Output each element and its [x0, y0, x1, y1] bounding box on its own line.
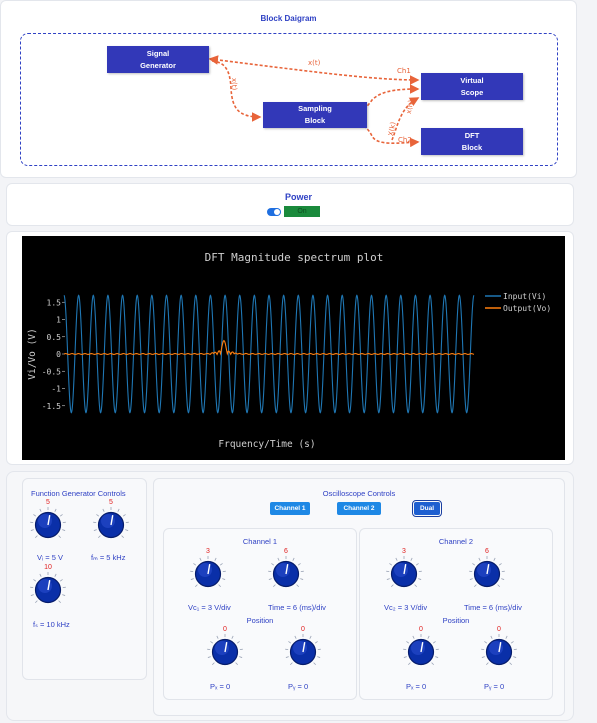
- signal-generator-block[interactable]: Signal Generator: [107, 46, 209, 73]
- series-output-line: [63, 339, 475, 356]
- knob-value: 6: [284, 548, 288, 555]
- knob-dial: [30, 572, 66, 604]
- arrow-sampling-scope: [329, 84, 420, 117]
- ch1-py-knob[interactable]: 0: [283, 626, 323, 670]
- channel2-panel: [359, 528, 553, 700]
- ch1-volt-label: Vc₁ = 3 V/div: [188, 603, 231, 612]
- block-diagram-frame: [20, 33, 558, 166]
- arrow-siggen-scope: [208, 55, 420, 85]
- power-state-badge: On: [284, 206, 320, 217]
- ch1-position-title: Position: [246, 616, 274, 625]
- knob-value: 10: [44, 564, 52, 571]
- knob-dial: [93, 507, 129, 539]
- channel1-title: Channel 1: [242, 537, 278, 546]
- spectrum-plot[interactable]: DFT Magnitude spectrum plot Frquency/Tim…: [22, 236, 565, 460]
- legend-input: Input(Vi): [503, 292, 546, 301]
- channel2-button[interactable]: Channel 2: [337, 502, 381, 515]
- channel2-title: Channel 2: [438, 537, 474, 546]
- vi-knob[interactable]: 5: [28, 499, 68, 543]
- y-tick-label: 0: [56, 350, 61, 359]
- virtual-scope-block[interactable]: Virtual Scope: [421, 73, 523, 100]
- block-label: Generator: [140, 60, 176, 70]
- block-label: Block: [304, 116, 326, 125]
- ch2-time-label: Time = 6 (ms)/div: [464, 603, 522, 612]
- knob-value: 0: [419, 626, 423, 633]
- knob-value: 5: [46, 499, 50, 506]
- knob-value: 0: [301, 626, 305, 633]
- block-label: Sampling: [298, 104, 332, 113]
- fm-knob[interactable]: 5: [91, 499, 131, 543]
- ch1-px-knob[interactable]: 0: [205, 626, 245, 670]
- knob-dial: [386, 556, 422, 588]
- label-ch1: Ch1: [397, 67, 411, 75]
- arrow-siggen-sampling: [211, 60, 262, 122]
- knob-dial: [30, 507, 66, 539]
- knob-dial: [190, 556, 226, 588]
- y-tick-label: 1.5: [47, 298, 62, 307]
- knob-value: 6: [485, 548, 489, 555]
- x-axis-label: Frquency/Time (s): [218, 439, 315, 450]
- knob-dial: [285, 634, 321, 666]
- sampling-block[interactable]: Sampling Block: [263, 102, 367, 128]
- fs-knob[interactable]: 10: [28, 564, 68, 608]
- y-tick-label: -0.5: [42, 367, 61, 376]
- ch2-volt-label: Vc₂ = 3 V/div: [384, 603, 428, 612]
- channel1-panel: [163, 528, 357, 700]
- ch2-volt-knob[interactable]: 3: [384, 548, 424, 592]
- legend-output: Output(Vo): [503, 304, 551, 313]
- knob-dial: [403, 634, 439, 666]
- knob-value: 0: [223, 626, 227, 633]
- plot-canvas: DFT Magnitude spectrum plot Frquency/Tim…: [27, 251, 551, 450]
- arrow-dft-scope: [391, 97, 420, 141]
- y-tick-label: -1.5: [42, 402, 61, 411]
- knob-value: 5: [109, 499, 113, 506]
- block-label: DFT: [464, 130, 480, 140]
- ch2-py-knob[interactable]: 0: [479, 626, 519, 670]
- y-tick-label: -1: [51, 385, 61, 394]
- power-title: Power: [284, 192, 312, 202]
- block-label: Signal: [146, 48, 170, 58]
- knob-dial: [481, 634, 517, 666]
- fm-label: fₘ = 5 kHz: [91, 553, 126, 562]
- dual-button[interactable]: Dual: [412, 500, 442, 517]
- ch2-position-title: Position: [442, 616, 470, 625]
- label-xt-vertical: x(t): [230, 77, 239, 91]
- knob-dial: [268, 556, 304, 588]
- series-input-line: [63, 294, 475, 414]
- y-axis-label: Vi/Vo (V): [27, 328, 38, 379]
- knob-value: 3: [206, 548, 210, 555]
- block-label: Block: [461, 142, 483, 152]
- ch1-time-label: Time = 6 (ms)/div: [268, 603, 326, 612]
- knob-dial: [469, 556, 505, 588]
- knob-value: 0: [497, 626, 501, 633]
- oscilloscope-title: Oscilloscope Controls: [322, 489, 396, 498]
- ch2-time-knob[interactable]: 6: [467, 548, 507, 592]
- ch1-volt-knob[interactable]: 3: [188, 548, 228, 592]
- ch1-time-knob[interactable]: 6: [266, 548, 306, 592]
- vi-label: Vᵢ = 5 V: [37, 553, 63, 562]
- ch2-py-label: Pᵧ = 0: [484, 682, 505, 691]
- ch2-px-label: Pₓ = 0: [406, 682, 427, 691]
- knob-dial: [207, 634, 243, 666]
- function-generator-title: Function Generator Controls: [31, 489, 126, 498]
- channel1-button[interactable]: Channel 1: [270, 502, 310, 515]
- y-tick-label: 1: [56, 316, 61, 325]
- power-panel: [6, 183, 574, 226]
- power-toggle[interactable]: [267, 208, 281, 216]
- block-label: Scope: [460, 87, 484, 97]
- label-xt: x(t): [308, 59, 321, 67]
- y-tick-label: 0.5: [47, 333, 62, 342]
- block-diagram-title: Block Daigram: [260, 14, 317, 23]
- ch1-py-label: Pᵧ = 0: [288, 682, 309, 691]
- knob-value: 3: [402, 548, 406, 555]
- chart-title: DFT Magnitude spectrum plot: [205, 251, 384, 264]
- ch2-px-knob[interactable]: 0: [401, 626, 441, 670]
- label-ch2: Ch2: [398, 136, 412, 144]
- ch1-px-label: Pₓ = 0: [210, 682, 231, 691]
- fs-label: fₛ = 10 kHz: [33, 620, 70, 629]
- dft-block[interactable]: DFT Block: [421, 128, 523, 155]
- block-label: Virtual: [460, 75, 484, 85]
